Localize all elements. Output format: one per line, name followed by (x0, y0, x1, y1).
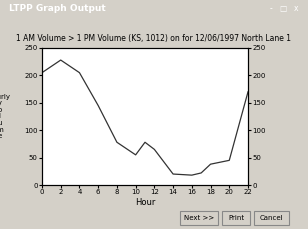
Text: Cancel: Cancel (260, 215, 283, 221)
Text: LTPP Graph Output: LTPP Graph Output (9, 4, 106, 13)
FancyBboxPatch shape (222, 211, 250, 225)
Text: -: - (270, 4, 272, 13)
FancyBboxPatch shape (254, 211, 289, 225)
Text: □: □ (280, 4, 287, 13)
Text: Print: Print (228, 215, 244, 221)
Text: 1 AM Volume > 1 PM Volume (KS, 1012) on for 12/06/1997 North Lane 1: 1 AM Volume > 1 PM Volume (KS, 1012) on … (17, 34, 291, 43)
Y-axis label: Hourly
V
o
l
u
m
e: Hourly V o l u m e (0, 94, 11, 139)
Text: x: x (294, 4, 298, 13)
Text: Next >>: Next >> (184, 215, 214, 221)
X-axis label: Hour: Hour (135, 198, 155, 207)
FancyBboxPatch shape (180, 211, 218, 225)
